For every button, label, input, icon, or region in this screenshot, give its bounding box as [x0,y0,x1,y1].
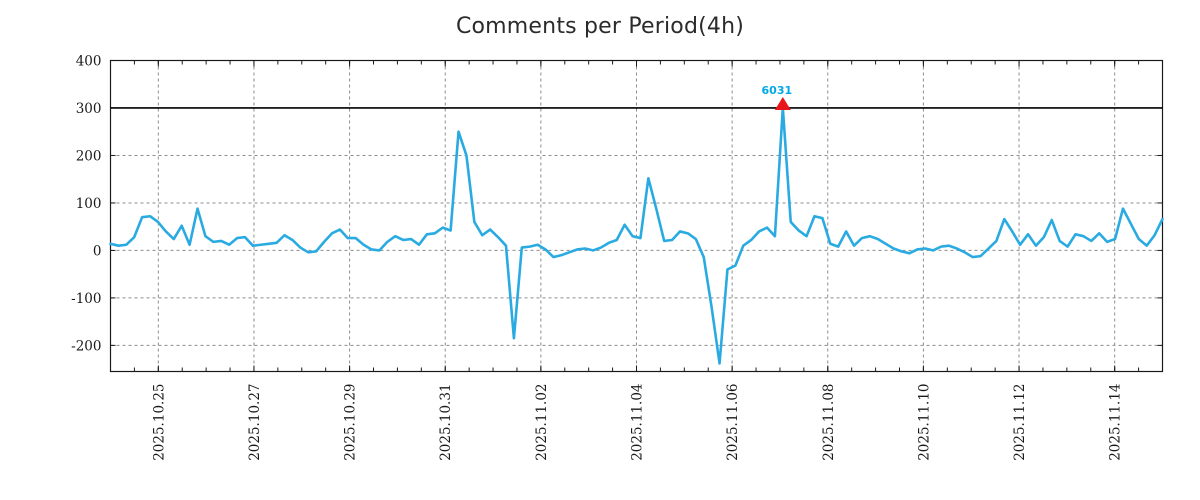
x-axis-tick-label: 2025.11.12 [1012,384,1028,461]
tick-marks-group [110,60,1163,372]
x-axis-tick-label: 2025.11.10 [916,384,932,461]
x-axis-tick-label: 2025.10.25 [151,384,167,461]
y-axis-tick-label: 400 [76,54,102,70]
x-axis-labels-group: 2025.10.25 2025.10.27 2025.10.29 2025.10.31… [151,384,1123,461]
data-series-line [109,106,1164,365]
x-axis-tick-label: 2025.11.04 [630,384,646,461]
y-axis-tick-label: -100 [71,291,101,307]
x-axis-tick-label: 2025.11.06 [725,384,741,461]
y-axis-tick-label: 100 [76,196,102,212]
gridlines-group [110,60,1163,372]
y-axis-tick-label: 300 [76,101,102,117]
y-axis-tick-label: 200 [76,148,102,164]
x-axis-tick-label: 2025.10.29 [343,384,359,461]
x-axis-tick-label: 2025.10.31 [438,384,454,461]
peak-annotation: 6031 [762,84,793,110]
x-axis-tick-label: 2025.11.14 [1108,384,1124,461]
x-axis-tick-label: 2025.11.02 [534,384,550,461]
x-axis-tick-label: 2025.11.08 [821,384,837,461]
annotation-value-label: 6031 [762,84,793,97]
y-axis-labels-group: 400 300 200 100 0 -100 -200 [71,54,101,355]
y-axis-tick-label: -200 [71,338,101,354]
chart-title: Comments per Period(4h) [455,14,745,39]
y-axis-tick-label: 0 [93,243,102,259]
x-axis-tick-label: 2025.10.27 [247,384,263,461]
